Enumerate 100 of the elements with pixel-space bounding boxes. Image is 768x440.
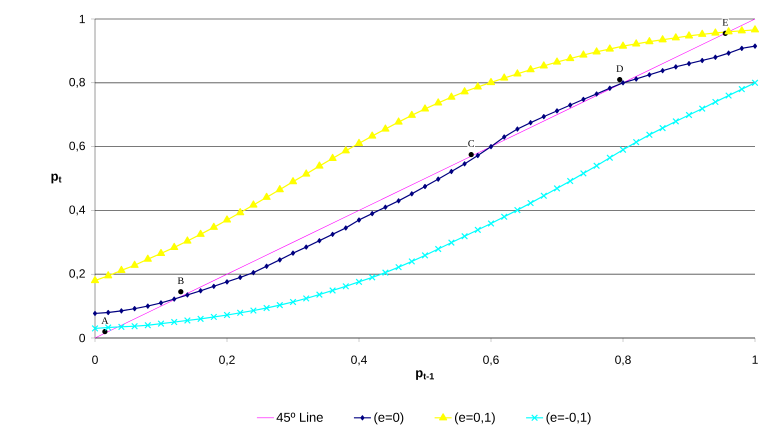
point [368,274,376,281]
point [528,120,533,126]
point [278,257,282,262]
point [646,131,653,138]
point [540,192,548,200]
point [632,39,640,46]
point [117,266,126,273]
point [290,250,296,256]
point [106,310,110,316]
point [566,54,574,62]
point [515,126,520,132]
point [620,146,626,154]
line-series [94,18,756,338]
point [620,80,626,86]
point [329,287,336,294]
y-axis-title: p$_{t}$ [51,174,62,184]
point [711,28,720,36]
point [698,105,706,112]
point [104,271,112,278]
point [672,33,680,40]
point [224,279,230,284]
point [581,96,586,102]
point [447,92,456,100]
point [526,65,535,72]
point [686,112,692,118]
point [658,35,667,42]
point [370,210,374,216]
point [288,177,298,184]
annotation: E [722,19,728,26]
point [660,68,665,74]
point [396,198,401,204]
point [500,73,508,81]
y-tick-label: 1 [80,14,85,24]
point [740,46,744,51]
point [645,37,654,44]
point [224,312,230,318]
point [184,317,191,324]
point [317,238,322,244]
point [236,309,244,316]
point [131,322,138,330]
point [92,325,98,332]
point [476,152,480,158]
point [90,276,100,284]
point [144,322,152,329]
point [592,47,601,54]
point [726,50,731,56]
point [251,270,256,276]
point [144,254,152,262]
point [684,31,694,38]
point [249,200,258,208]
point [210,222,218,230]
legend-label: (e=0,1) [455,412,495,424]
point [158,300,164,306]
point [752,79,758,86]
point [328,154,337,161]
point [502,134,506,140]
point [606,154,614,162]
point [580,170,587,177]
point [514,206,521,214]
point [316,291,323,298]
point [738,86,746,93]
point [568,102,572,108]
point [344,225,348,231]
point [552,57,562,65]
point [210,314,218,320]
point [408,110,416,118]
point [132,306,137,312]
point [146,304,150,309]
annotation: B [178,277,184,284]
x-tick-label: 0,4 [351,356,367,366]
point [290,298,296,306]
point [170,318,178,326]
point [513,69,522,76]
point [724,27,733,34]
point [356,217,362,223]
point [262,192,271,200]
x-tick-label: 0,8 [615,356,631,366]
y-tick-label: 0 [79,334,86,342]
point [647,72,652,78]
point [342,282,350,290]
point [434,98,442,106]
point [738,26,746,34]
point [382,269,389,276]
x-tick-label: 0 [92,356,98,364]
point [474,82,482,90]
point [381,124,390,132]
point [448,239,455,246]
point [315,161,324,169]
point [170,242,178,250]
point [383,204,388,210]
point [700,58,704,64]
point [156,248,166,256]
point [579,50,588,58]
y-tick-label: 0,8 [69,78,85,88]
point [118,323,125,330]
point [674,64,678,70]
point [422,252,428,259]
point [594,91,599,97]
point [449,168,454,174]
x-axis-title: p$_{t-1}$ [416,370,434,380]
